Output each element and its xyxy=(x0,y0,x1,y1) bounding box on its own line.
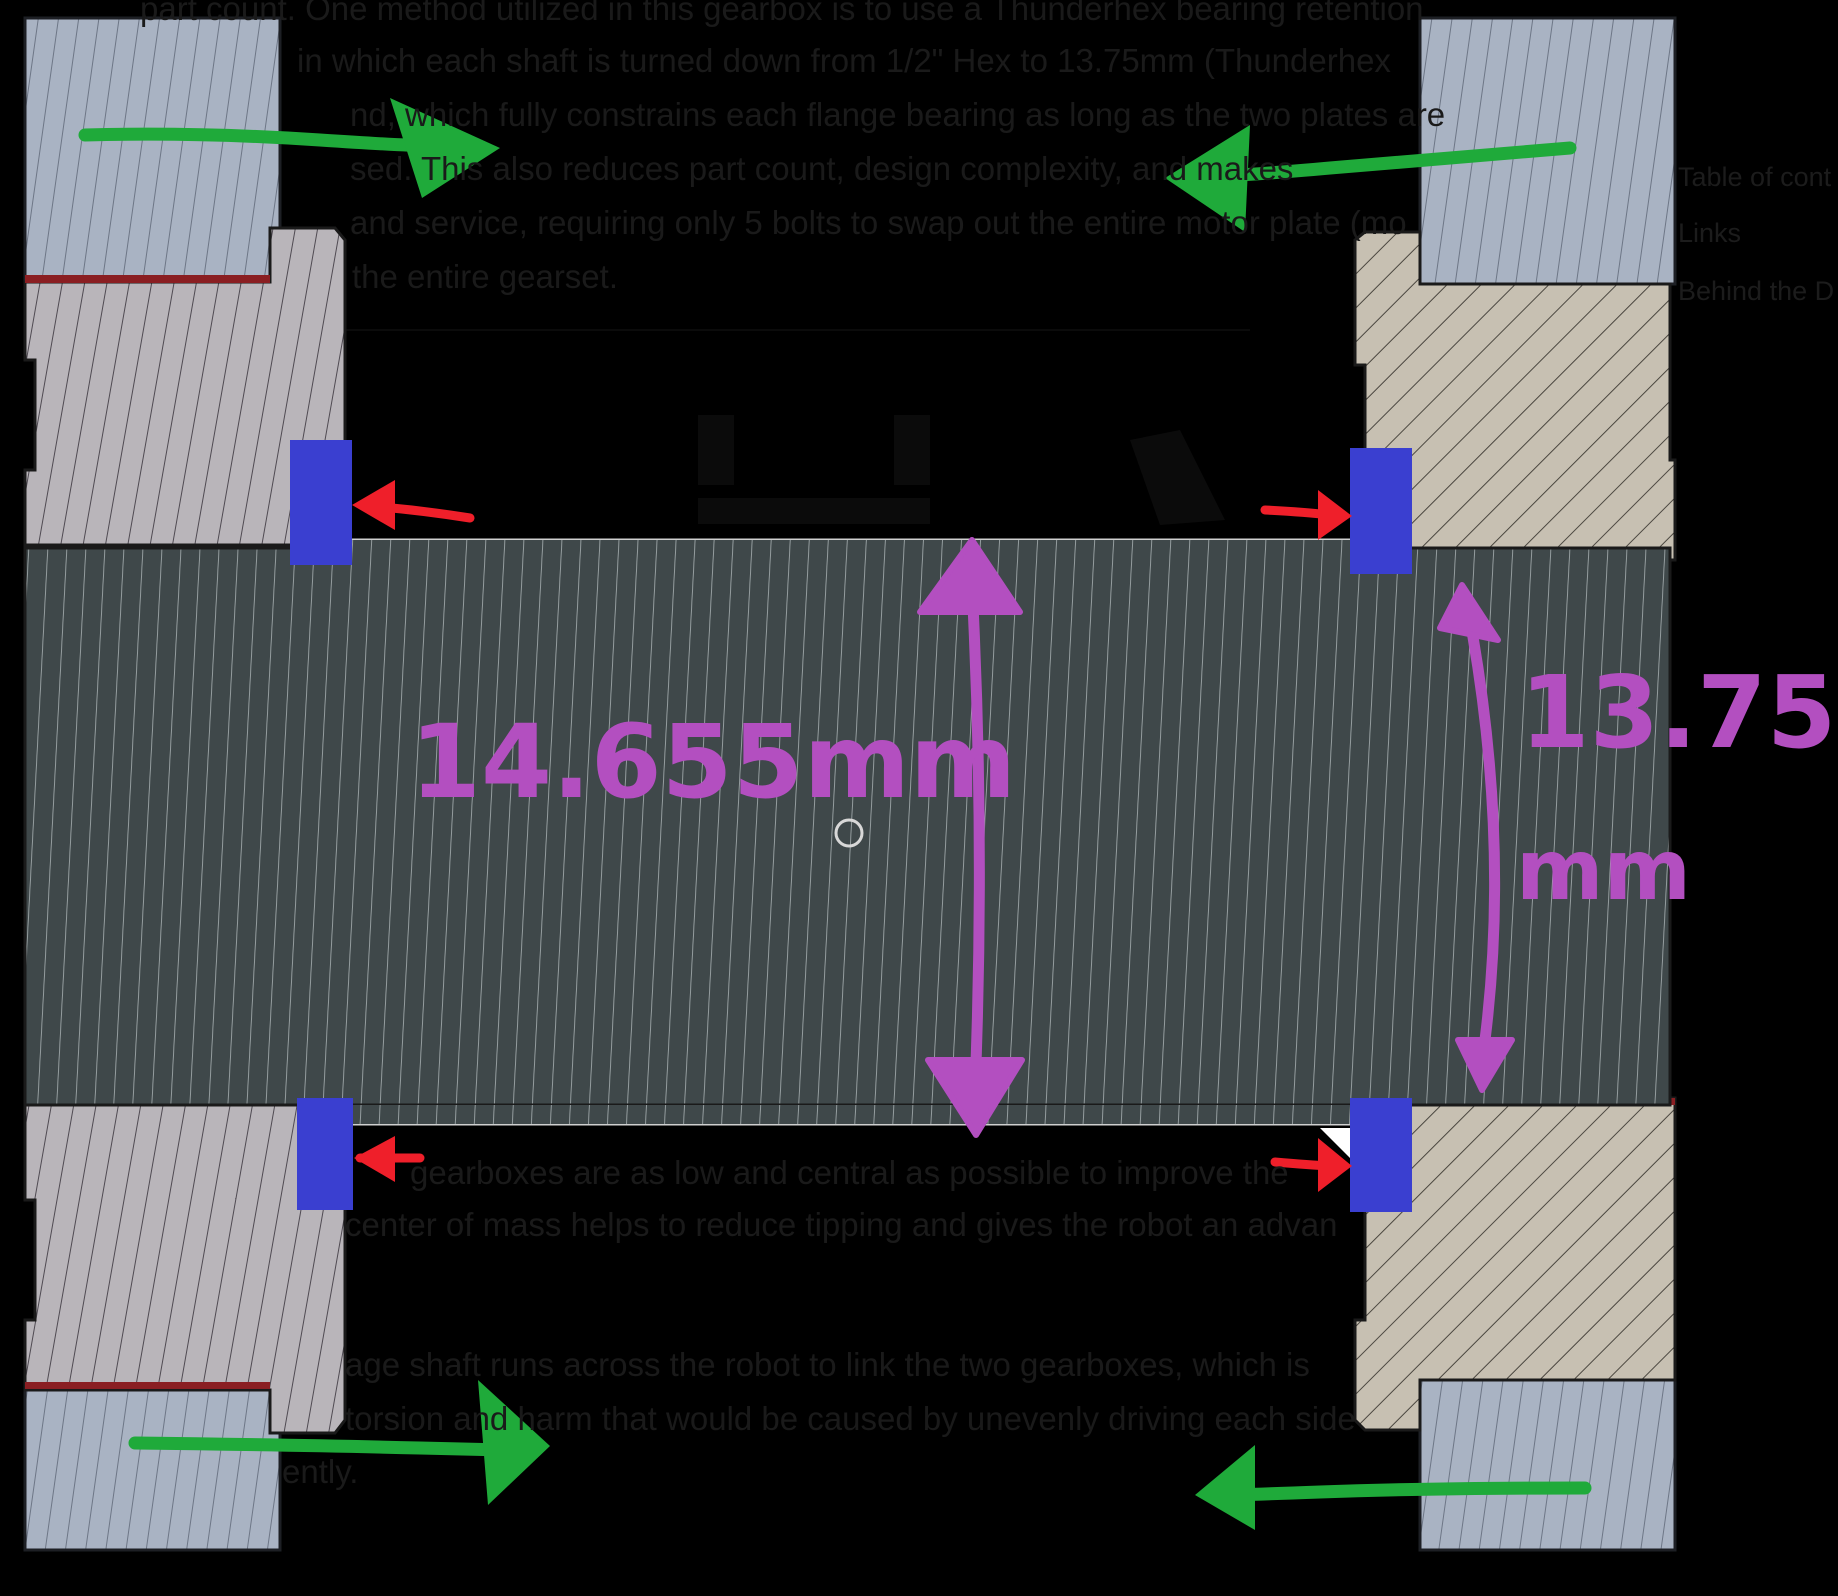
sidebar-link-links[interactable]: Links xyxy=(1678,218,1742,248)
dimension-label-inner-unit: mm xyxy=(1516,821,1692,919)
background-artifacts xyxy=(140,329,1250,525)
doc-line-1: part count. One method utilized in this … xyxy=(140,0,1424,27)
doc-line-8: center of mass helps to reduce tipping a… xyxy=(345,1206,1338,1243)
green-arrow-bottom-right xyxy=(1195,1445,1592,1530)
left-plate-top xyxy=(23,16,282,284)
red-arrow-top-left xyxy=(352,480,475,530)
sidebar-link-table-of-contents[interactable]: Table of cont xyxy=(1678,162,1832,192)
doc-line-3: nd, which fully constrains each flange b… xyxy=(350,96,1446,133)
right-plate-bottom xyxy=(1418,1378,1677,1552)
green-arrow-bottom-left xyxy=(128,1380,550,1505)
hex-shaft xyxy=(23,538,1672,1158)
doc-line-2: in which each shaft is turned down from … xyxy=(297,42,1391,79)
red-arrow-bottom-right xyxy=(1270,1138,1352,1192)
bearing-bottom-right xyxy=(1350,1098,1412,1212)
left-housing-bottom xyxy=(23,1103,347,1435)
doc-line-7: gearboxes are as low and central as poss… xyxy=(410,1154,1289,1191)
doc-line-10: torsion and harm that would be caused by… xyxy=(345,1400,1356,1437)
dimension-arrow-outer xyxy=(917,537,1025,1138)
doc-line-4: sed. This also reduces part count, desig… xyxy=(350,150,1294,187)
left-plate-bottom xyxy=(23,1388,282,1552)
green-arrow-top-left xyxy=(78,98,500,198)
dimension-label-outer: 14.655mm xyxy=(410,703,1017,822)
left-housing-top xyxy=(23,226,347,547)
bearing-top-right xyxy=(1350,448,1412,574)
red-arrow-bottom-left xyxy=(354,1136,425,1182)
doc-line-9: age shaft runs across the robot to link … xyxy=(345,1346,1310,1383)
red-arrow-top-right xyxy=(1260,490,1352,540)
doc-line-5: and service, requiring only 5 bolts to s… xyxy=(350,204,1407,241)
cursor-ring-icon xyxy=(834,818,864,848)
doc-line-6: the entire gearset. xyxy=(352,258,618,295)
bearing-bottom-left xyxy=(297,1098,353,1210)
dimension-label-inner-value: 13.75 xyxy=(1520,654,1837,771)
bearing-top-left xyxy=(290,440,352,565)
green-arrow-top-right xyxy=(1165,125,1577,232)
sidebar-link-behind-the-design[interactable]: Behind the D xyxy=(1678,276,1835,306)
dimension-arrow-inner xyxy=(1437,582,1515,1093)
doc-line-11: ently. xyxy=(282,1453,359,1490)
